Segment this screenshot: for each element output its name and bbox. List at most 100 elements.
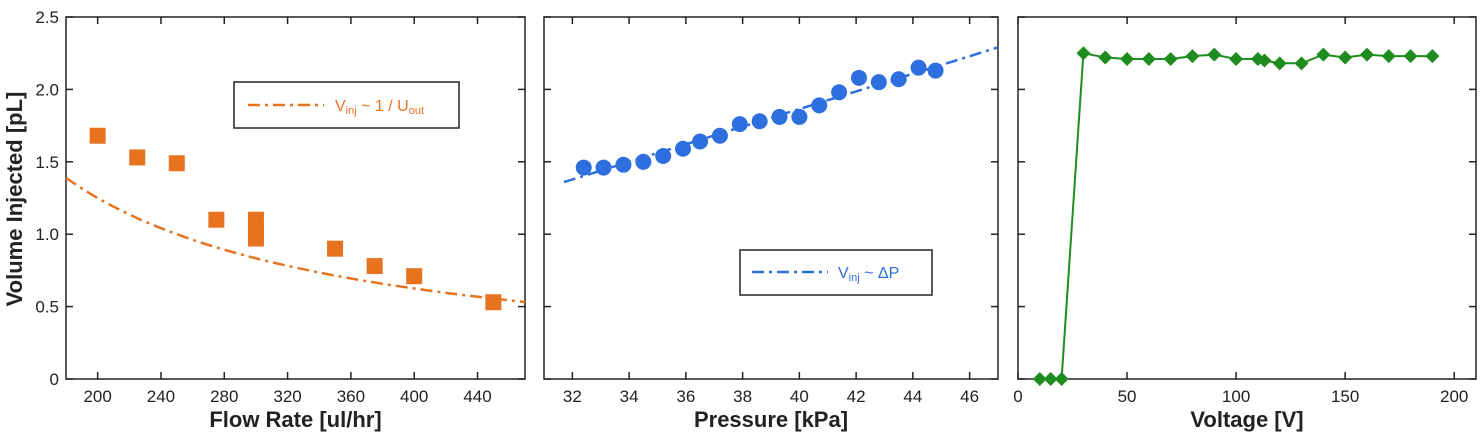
flow-rate-x-tick-label: 360 (337, 387, 365, 406)
y-tick-label: 2.0 (35, 80, 59, 99)
flow-rate-legend-sub-out: out (409, 105, 424, 117)
voltage-data-point (1425, 49, 1440, 64)
voltage-data-point (1032, 372, 1047, 386)
flow-rate-legend-box (233, 81, 460, 129)
pressure-data-point (791, 108, 808, 125)
flow-rate-data-point (327, 240, 344, 257)
pressure-x-tick-label: 38 (733, 387, 752, 406)
voltage-data-point (1257, 53, 1272, 68)
flow-rate-legend-v: V (335, 98, 346, 115)
pressure-data-point (615, 156, 632, 173)
y-tick-label: 0.5 (35, 298, 59, 317)
pressure-data-point (655, 148, 672, 165)
flow-rate-data-point (129, 149, 146, 166)
pressure-x-axis-label: Pressure [kPa] (694, 407, 848, 432)
flow-rate-x-tick-label: 440 (463, 387, 491, 406)
flow-rate-plot-frame (65, 16, 526, 380)
voltage-data-point (1316, 47, 1331, 62)
voltage-data-point (1141, 51, 1156, 66)
flow-rate-data-point (168, 155, 185, 172)
voltage-data-point (1359, 47, 1374, 62)
flow-rate-data-point (366, 258, 383, 275)
flow-rate-data-point (485, 294, 502, 311)
flow-rate-data-point (208, 211, 225, 228)
y-tick-label: 0 (50, 370, 59, 389)
voltage-data-point (1043, 372, 1058, 386)
voltage-plot-frame (1017, 16, 1477, 380)
flow-rate-x-tick-label: 320 (273, 387, 301, 406)
voltage-x-tick-label: 200 (1440, 387, 1468, 406)
pressure-data-point (575, 159, 592, 176)
voltage-data-point (1054, 372, 1069, 386)
pressure-legend-v: V (838, 265, 849, 282)
pressure-data-point (711, 127, 728, 144)
pressure-x-tick-label: 32 (563, 387, 582, 406)
voltage-x-axis-label: Voltage [V] (1190, 407, 1303, 432)
voltage-x-tick-label: 0 (1013, 387, 1022, 406)
flow-rate-x-tick-label: 200 (83, 387, 111, 406)
voltage-data-point (1381, 49, 1396, 64)
flow-rate-x-tick-label: 400 (400, 387, 428, 406)
pressure-legend-box (739, 249, 933, 296)
flow-rate-legend-sub-inj: inj (346, 105, 357, 117)
y-tick-label: 1.0 (35, 225, 59, 244)
voltage-data-point (1403, 49, 1418, 64)
y-axis-label: Volume Injected [pL] (2, 92, 27, 307)
voltage-data-point (1229, 51, 1244, 66)
pressure-x-tick-label: 42 (847, 387, 866, 406)
voltage-data-point (1207, 47, 1222, 62)
voltage-data-point (1294, 56, 1309, 71)
pressure-data-point (692, 133, 709, 150)
voltage-data-point (1272, 56, 1287, 71)
pressure-data-point (675, 140, 692, 157)
y-tick-label: 2.5 (35, 8, 59, 27)
pressure-data-point (870, 74, 887, 91)
pressure-data-point (910, 59, 927, 76)
voltage-data-point (1163, 51, 1178, 66)
flow-rate-legend: Vinj ~ 1 / Uout (233, 81, 460, 129)
pressure-x-tick-label: 44 (903, 387, 922, 406)
pressure-x-tick-label: 46 (960, 387, 979, 406)
pressure-legend-text: Vinj ~ ΔP (838, 265, 899, 284)
voltage-data-point (1098, 50, 1113, 65)
pressure-legend: Vinj ~ ΔP (739, 249, 933, 296)
pressure-data-point (890, 71, 907, 88)
pressure-data-point (771, 108, 788, 125)
pressure-x-tick-label: 34 (620, 387, 639, 406)
pressure-plot-frame (543, 16, 999, 380)
voltage-data-point (1185, 49, 1200, 64)
pressure-data-point (927, 62, 944, 79)
voltage-data-point (1338, 50, 1353, 65)
pressure-data-point (635, 153, 652, 170)
flow-rate-legend-mid: ~ 1 / U (357, 98, 409, 115)
pressure-data-point (731, 116, 748, 133)
pressure-data-point (751, 113, 768, 130)
voltage-x-tick-label: 150 (1331, 387, 1359, 406)
voltage-x-tick-label: 50 (1118, 387, 1137, 406)
voltage-panel: 0 50 100 150 200 Voltage [V] (1013, 16, 1477, 432)
flow-rate-legend-text: Vinj ~ 1 / Uout (335, 98, 424, 117)
flow-rate-data-point (89, 127, 106, 144)
flow-rate-data-point (247, 230, 264, 247)
flow-rate-x-tick-label: 280 (210, 387, 238, 406)
flow-rate-x-axis-label: Flow Rate [ul/hr] (209, 407, 381, 432)
y-tick-label: 1.5 (35, 153, 59, 172)
pressure-data-point (850, 69, 867, 86)
pressure-x-tick-label: 40 (790, 387, 809, 406)
voltage-data-point (1120, 51, 1135, 66)
pressure-panel: 32 34 36 38 40 42 44 46 Pressure [kPa] (543, 16, 999, 432)
flow-rate-data-point (406, 268, 423, 285)
voltage-data-point (1076, 46, 1091, 61)
pressure-data-point (831, 84, 848, 101)
pressure-legend-mid: ~ ΔP (860, 265, 900, 282)
pressure-legend-sub-inj: inj (849, 272, 860, 284)
voltage-series-line (1039, 51, 1433, 380)
flow-rate-fit-line (65, 176, 526, 304)
pressure-data-point (811, 97, 828, 114)
flow-rate-panel: 0 0.5 1.0 1.5 2.0 2.5 200 240 280 320 360 400 440 Flo… (35, 8, 526, 432)
flow-rate-x-tick-label: 240 (147, 387, 175, 406)
pressure-x-tick-label: 36 (676, 387, 695, 406)
pressure-data-point (595, 159, 612, 176)
voltage-x-tick-label: 100 (1222, 387, 1250, 406)
